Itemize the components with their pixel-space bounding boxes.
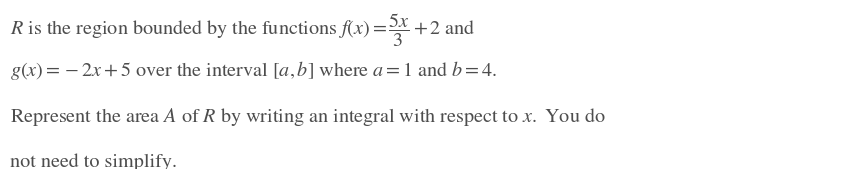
Text: not need to simplify.: not need to simplify. [10, 154, 177, 169]
Text: $\mathit{R}$ is the region bounded by the functions $f(x) = \dfrac{5x}{3} + 2$ a: $\mathit{R}$ is the region bounded by th… [10, 12, 476, 49]
Text: Represent the area $A$ of $\mathit{R}$ by writing an integral with respect to $x: Represent the area $A$ of $\mathit{R}$ b… [10, 106, 606, 128]
Text: $g(x) = -2x + 5$ over the interval $[a, b]$ where $a = 1$ and $b = 4.$: $g(x) = -2x + 5$ over the interval $[a, … [10, 59, 497, 82]
